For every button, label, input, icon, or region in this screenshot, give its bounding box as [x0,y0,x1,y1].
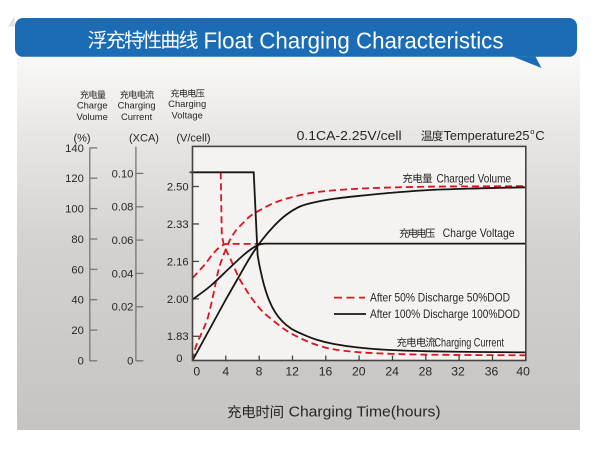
svg-text:(XCA): (XCA) [129,133,159,145]
svg-text:140: 140 [65,143,84,155]
svg-text:0.10: 0.10 [112,168,134,180]
svg-text:36: 36 [485,365,499,379]
svg-text:C: C [535,128,544,143]
svg-text:120: 120 [65,173,84,185]
svg-text:1.83: 1.83 [167,331,189,343]
svg-text:28: 28 [419,365,433,379]
svg-text:Charged Volume: Charged Volume [437,172,512,186]
svg-text:Voltage: Voltage [172,110,203,121]
svg-text:0.08: 0.08 [112,202,134,214]
svg-text:80: 80 [71,234,83,246]
svg-text:0.04: 0.04 [112,268,134,280]
svg-text:Charging: Charging [168,98,206,109]
svg-text:2.33: 2.33 [167,219,189,231]
svg-text:16: 16 [319,365,333,379]
svg-text:After 50% Discharge 50%DOD: After 50% Discharge 50%DOD [370,292,510,305]
svg-text:0.06: 0.06 [112,235,134,247]
svg-text:2.50: 2.50 [167,181,189,193]
svg-text:o: o [530,127,534,136]
svg-text:Temperature25: Temperature25 [444,128,530,143]
svg-text:Charge Voltage: Charge Voltage [443,227,515,240]
svg-text:8: 8 [256,365,263,379]
svg-text:2.16: 2.16 [167,256,189,268]
svg-text:Charging Current: Charging Current [435,336,505,349]
svg-text:After 100% Discharge 100%DOD: After 100% Discharge 100%DOD [370,308,520,321]
svg-text:20: 20 [71,325,83,337]
svg-text:0: 0 [193,365,200,379]
svg-text:2.00: 2.00 [167,294,189,306]
svg-text:12: 12 [285,365,299,379]
svg-text:Charging Time(hours): Charging Time(hours) [289,404,441,421]
svg-text:32: 32 [451,365,465,379]
svg-text:40: 40 [516,365,530,379]
svg-text:Charge: Charge [77,100,108,111]
svg-text:Charging: Charging [118,100,156,111]
svg-text:0: 0 [127,355,133,367]
svg-text:Float Charging Characteristics: Float Charging Characteristics [204,27,504,53]
svg-text:40: 40 [71,295,83,307]
svg-text:24: 24 [385,365,399,379]
svg-text:(%): (%) [73,133,90,145]
svg-text:Volume: Volume [77,111,108,122]
svg-text:20: 20 [352,365,366,379]
svg-text:0: 0 [176,353,182,365]
svg-text:0.02: 0.02 [112,302,134,314]
svg-text:0: 0 [78,356,84,368]
svg-text:100: 100 [65,204,84,216]
svg-text:4: 4 [222,365,229,379]
svg-text:0.1CA-2.25V/cell: 0.1CA-2.25V/cell [297,128,402,143]
svg-text:Current: Current [121,111,153,122]
svg-text:(V/cell): (V/cell) [176,133,210,145]
svg-text:60: 60 [71,264,83,276]
